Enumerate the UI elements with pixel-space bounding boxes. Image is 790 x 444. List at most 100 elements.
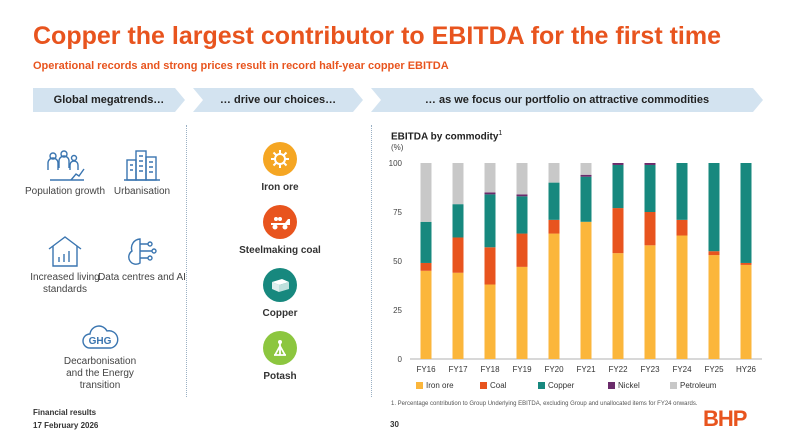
bar-iron-ore-fy22 xyxy=(612,253,624,359)
bar-iron-ore-fy16 xyxy=(420,270,432,359)
bar-iron-ore-fy24 xyxy=(676,235,688,359)
page-subtitle: Operational records and strong prices re… xyxy=(33,60,449,72)
bar-copper-fy23 xyxy=(644,164,656,212)
copper-cathode-icon xyxy=(263,268,297,302)
megatrend-data-centres: Data centres and AI xyxy=(97,234,187,284)
x-tick-label: FY20 xyxy=(544,365,564,374)
column-divider-right xyxy=(371,125,372,397)
megatrend-population: Population growth xyxy=(20,148,110,198)
ghg-badge-text: GHG xyxy=(89,336,112,347)
bar-copper-fy21 xyxy=(580,176,592,222)
legend-label-copper: Copper xyxy=(548,381,575,390)
coal-truck-icon xyxy=(263,205,297,239)
house-chart-icon xyxy=(48,236,82,267)
x-tick-label: FY25 xyxy=(704,365,724,374)
bhp-logo: BHP xyxy=(703,406,747,431)
potash-plant-icon xyxy=(263,331,297,365)
x-tick-label: FY19 xyxy=(512,365,532,374)
bar-petroleum-fy18 xyxy=(484,163,496,193)
bar-copper-fy24 xyxy=(676,163,688,220)
legend-label-petroleum: Petroleum xyxy=(680,381,717,390)
bar-iron-ore-hy26 xyxy=(740,264,752,359)
x-tick-label: HY26 xyxy=(736,365,757,374)
bar-coal-fy18 xyxy=(484,247,496,285)
commodity-label: Steelmaking coal xyxy=(239,245,321,256)
bar-coal-fy22 xyxy=(612,208,624,254)
bar-petroleum-fy20 xyxy=(548,163,560,183)
bar-coal-fy20 xyxy=(548,219,560,234)
city-icon xyxy=(124,150,160,181)
bar-coal-fy25 xyxy=(708,251,720,256)
y-tick-label: 100 xyxy=(389,159,403,168)
commodity-copper: Copper xyxy=(225,268,335,319)
megatrend-label: Data centres and AI xyxy=(98,272,186,283)
bar-copper-fy17 xyxy=(452,204,464,238)
legend-label-nickel: Nickel xyxy=(618,381,640,390)
commodity-coal: Steelmaking coal xyxy=(225,205,335,256)
legend-swatch-coal xyxy=(480,382,487,389)
bar-iron-ore-fy25 xyxy=(708,255,720,359)
y-tick-label: 50 xyxy=(393,257,402,266)
bar-nickel-fy21 xyxy=(580,174,592,177)
banner-portfolio: … as we focus our portfolio on attractiv… xyxy=(371,88,763,112)
bar-petroleum-fy19 xyxy=(516,163,528,195)
commodity-label: Copper xyxy=(262,308,298,319)
bar-petroleum-fy21 xyxy=(580,163,592,175)
bar-coal-fy17 xyxy=(452,237,464,273)
ebitda-stacked-bar-chart: 0 25 50 75 100 FY16 FY17 FY18 FY19 FY20 FY21 FY22 FY… xyxy=(389,159,762,390)
bar-coal-fy16 xyxy=(420,262,432,271)
bar-nickel-fy22 xyxy=(612,163,624,165)
bar-coal-fy23 xyxy=(644,212,656,246)
commodity-potash: Potash xyxy=(225,331,335,382)
y-tick-label: 75 xyxy=(393,208,402,217)
bar-iron-ore-fy23 xyxy=(644,245,656,359)
legend-swatch-petroleum xyxy=(670,382,677,389)
megatrend-label: Population growth xyxy=(24,186,106,197)
megatrend-living-standards: Increased living standards xyxy=(20,234,110,296)
bar-petroleum-fy16 xyxy=(420,163,432,222)
chart-footnote: 1. Percentage contribution to Group Unde… xyxy=(391,401,698,407)
y-tick-label: 0 xyxy=(398,355,403,364)
legend-swatch-copper xyxy=(538,382,545,389)
bar-copper-fy22 xyxy=(612,164,624,209)
legend-swatch-nickel xyxy=(608,382,615,389)
ghg-cloud-icon: GHG xyxy=(82,325,119,349)
population-icon xyxy=(47,150,85,181)
bar-nickel-fy19 xyxy=(516,194,528,197)
bar-copper-fy25 xyxy=(708,163,720,252)
bar-coal-fy19 xyxy=(516,233,528,267)
bar-coal-fy24 xyxy=(676,219,688,236)
bar-iron-ore-fy18 xyxy=(484,284,496,359)
footer-report-name: Financial results xyxy=(33,408,97,417)
x-tick-label: FY16 xyxy=(416,365,436,374)
megatrend-decarbonisation: GHG Decarbonisation and the Energy trans… xyxy=(55,322,145,392)
page-title: Copper the largest contributor to EBITDA… xyxy=(33,22,721,50)
bar-iron-ore-fy20 xyxy=(548,233,560,359)
bar-copper-fy20 xyxy=(548,182,560,220)
iron-ore-gear-icon xyxy=(263,142,297,176)
bar-copper-fy16 xyxy=(420,221,432,263)
megatrend-label: Urbanisation xyxy=(113,186,171,197)
y-tick-label: 25 xyxy=(393,306,402,315)
x-tick-label: FY22 xyxy=(608,365,628,374)
bar-nickel-fy18 xyxy=(484,192,496,195)
x-tick-label: FY17 xyxy=(448,365,468,374)
column-divider-left xyxy=(186,125,187,397)
footer-date: 17 February 2026 xyxy=(33,421,99,430)
bar-petroleum-fy17 xyxy=(452,163,464,205)
banner-choices: … drive our choices… xyxy=(193,88,363,112)
megatrend-urbanisation: Urbanisation xyxy=(97,148,187,198)
chart-title-footnote-marker: 1 xyxy=(498,130,503,137)
banner-megatrends: Global megatrends… xyxy=(33,88,185,112)
bar-iron-ore-fy17 xyxy=(452,272,464,359)
bar-copper-fy19 xyxy=(516,196,528,234)
x-tick-label: FY24 xyxy=(672,365,692,374)
legend-swatch-iron ore xyxy=(416,382,423,389)
commodity-label: Potash xyxy=(263,371,297,382)
bar-copper-hy26 xyxy=(740,163,752,263)
commodity-label: Iron ore xyxy=(261,182,299,193)
x-tick-label: FY18 xyxy=(480,365,500,374)
legend-label-iron ore: Iron ore xyxy=(426,381,454,390)
chart-title: EBITDA by commodity1 xyxy=(391,130,503,143)
commodity-iron-ore: Iron ore xyxy=(225,142,335,193)
